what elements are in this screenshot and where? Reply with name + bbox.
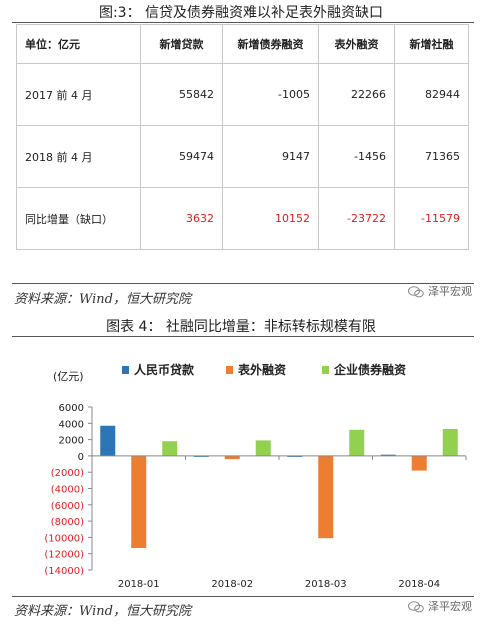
chart-legend: 人民币贷款 表外融资 企业债券融资 xyxy=(122,362,406,377)
cell-new-loans: 3632 xyxy=(140,187,223,250)
bar xyxy=(100,425,116,456)
legend-label: 人民币贷款 xyxy=(134,362,195,377)
y-tick-label: 4000 xyxy=(59,419,84,430)
source-rule xyxy=(12,596,474,597)
x-axis: 2018-01 2018-02 2018-03 2018-04 xyxy=(91,455,467,590)
source-rule xyxy=(12,283,474,284)
header-unit: 单位：亿元 xyxy=(16,24,141,64)
legend-swatch xyxy=(322,366,329,374)
bar xyxy=(349,429,365,456)
legend-swatch xyxy=(226,366,233,374)
y-axis-title: (亿元) xyxy=(53,370,84,383)
watermark-text: 泽平宏观 xyxy=(428,285,472,298)
title-rule xyxy=(12,22,474,23)
y-tick-label: (8000) xyxy=(51,517,84,528)
y-tick-label: 6000 xyxy=(59,403,84,414)
bar xyxy=(255,440,271,456)
watermark: 泽平宏观 xyxy=(408,283,472,299)
cell-off-balance: -23722 xyxy=(318,187,395,250)
y-tick-label: (14000) xyxy=(44,566,84,577)
y-tick-label: (6000) xyxy=(51,501,84,512)
legend-swatch xyxy=(122,366,129,374)
y-tick-label: 0 xyxy=(78,452,84,463)
x-tick-label: 2018-02 xyxy=(211,579,253,590)
y-tick-label: (2000) xyxy=(51,468,84,479)
bar xyxy=(318,455,334,539)
legend-label: 表外融资 xyxy=(237,362,286,377)
header-new-bonds: 新增债券融资 xyxy=(222,24,319,64)
row-label: 同比增量（缺口） xyxy=(16,187,141,250)
x-tick-label: 2018-04 xyxy=(398,579,440,590)
y-axis: 6000 4000 2000 0 (2000) (4000) (6000) (8000) (10… xyxy=(44,403,93,577)
bar xyxy=(442,429,458,456)
row-label: 2018 前 4 月 xyxy=(16,125,141,188)
wechat-icon xyxy=(408,286,424,298)
social-financing-bar-chart: 人民币贷款 表外融资 企业债券融资 (亿元) 6000 4000 2000 0 (2000)… xyxy=(44,362,467,590)
x-tick-label: 2018-01 xyxy=(118,579,160,590)
y-tick-label: 2000 xyxy=(59,436,84,447)
cell-new-social-financing: -11579 xyxy=(394,187,469,250)
y-tick-label: (10000) xyxy=(44,533,84,544)
table-row: 同比增量（缺口） 3632 10152 -23722 -11579 xyxy=(16,187,469,250)
cell-new-bonds: 9147 xyxy=(222,125,319,188)
cell-new-loans: 59474 xyxy=(140,125,223,188)
y-tick-label: (4000) xyxy=(51,485,84,496)
bar xyxy=(162,441,178,456)
x-tick-label: 2018-03 xyxy=(305,579,347,590)
row-label: 2017 前 4 月 xyxy=(16,63,141,126)
bar xyxy=(131,455,147,548)
wechat-icon xyxy=(408,601,424,613)
figure3-title: 图:3： 信贷及债券融资难以补足表外融资缺口 xyxy=(98,5,384,21)
y-tick-label: (12000) xyxy=(44,550,84,561)
cell-new-loans: 55842 xyxy=(140,63,223,126)
watermark: 泽平宏观 xyxy=(408,598,472,614)
table-row: 2017 前 4 月 55842 -1005 22266 82944 xyxy=(16,63,469,126)
table-row: 2018 前 4 月 59474 9147 -1456 71365 xyxy=(16,125,469,188)
source-note: 资料来源：Wind，恒大研究院 xyxy=(14,604,191,619)
cell-new-bonds: -1005 xyxy=(222,63,319,126)
bar-series xyxy=(100,425,458,548)
bar xyxy=(411,455,427,471)
header-off-balance: 表外融资 xyxy=(318,24,395,64)
cell-new-social-financing: 71365 xyxy=(394,125,469,188)
cell-new-bonds: 10152 xyxy=(222,187,319,250)
figure4-title: 图表 4： 社融同比增量：非标转标规模有限 xyxy=(106,319,376,335)
bar xyxy=(380,454,396,456)
watermark-text: 泽平宏观 xyxy=(428,600,472,613)
table-header-row: 单位：亿元 新增贷款 新增债券融资 表外融资 新增社融 xyxy=(16,24,469,64)
title-rule xyxy=(12,336,474,337)
header-new-social-financing: 新增社融 xyxy=(394,24,469,64)
cell-new-social-financing: 82944 xyxy=(394,63,469,126)
cell-off-balance: 22266 xyxy=(318,63,395,126)
header-new-loans: 新增贷款 xyxy=(140,24,223,64)
legend-label: 企业债券融资 xyxy=(333,362,406,377)
source-note: 资料来源：Wind，恒大研究院 xyxy=(14,292,191,307)
bar xyxy=(224,455,240,460)
financing-table: 单位：亿元 新增贷款 新增债券融资 表外融资 新增社融 2017 前 4 月 5… xyxy=(16,24,469,250)
cell-off-balance: -1456 xyxy=(318,125,395,188)
